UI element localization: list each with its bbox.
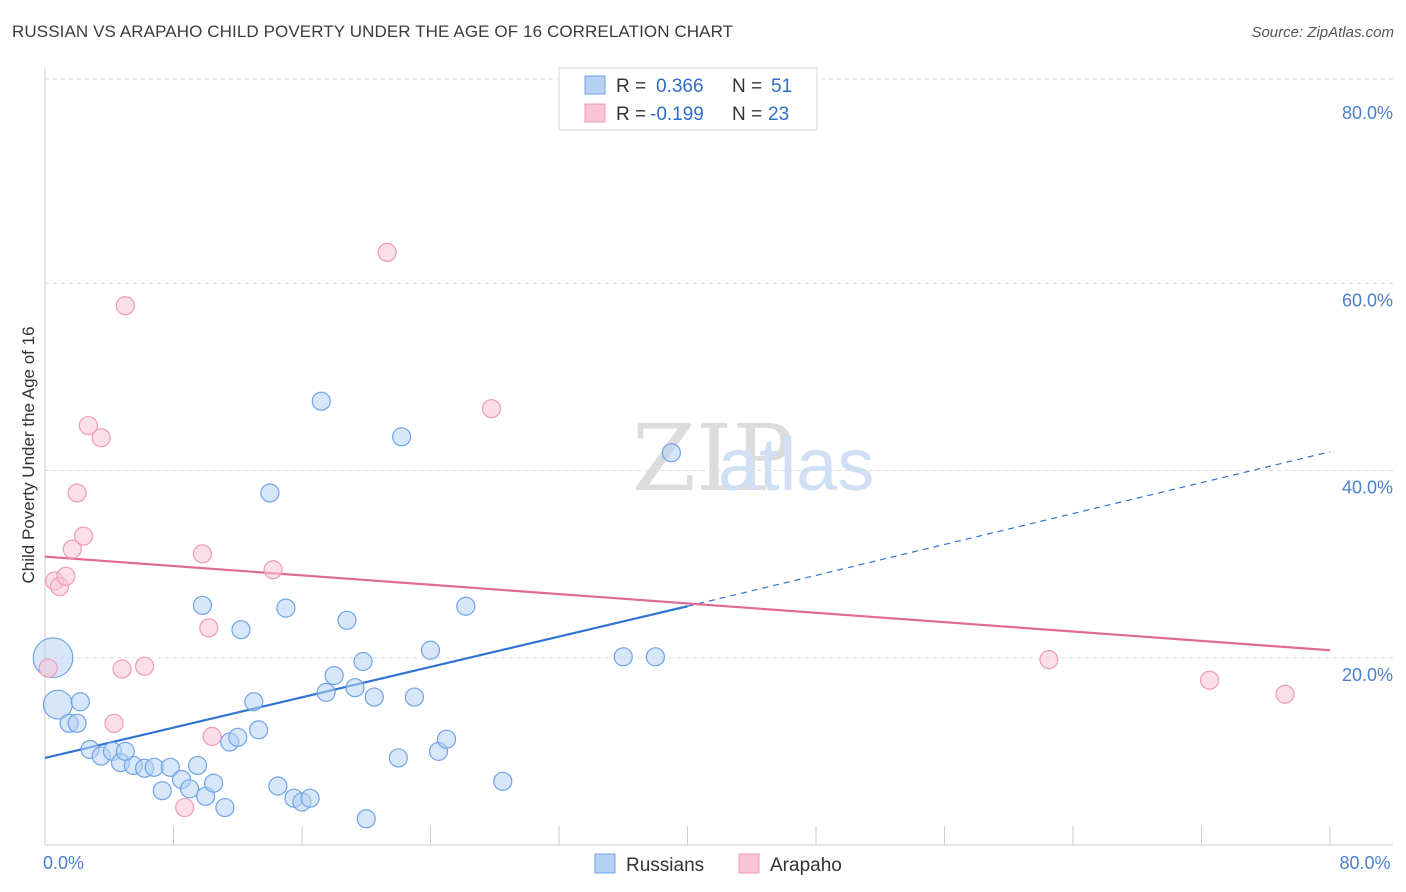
- point-russians-46: [228, 727, 248, 747]
- point-russians-3: [70, 692, 90, 712]
- trend-line-arapaho: [44, 555, 1331, 652]
- point-russians-37: [388, 748, 408, 768]
- point-russians-38: [391, 427, 412, 447]
- point-russians-11: [152, 781, 172, 801]
- point-russians-22: [249, 720, 269, 740]
- point-arapaho-18: [377, 242, 397, 262]
- point-arapaho-8: [91, 428, 111, 448]
- bottom-legend-swatch-russians: [594, 853, 616, 874]
- y-tick-label-40: 40.0%: [1342, 478, 1393, 498]
- watermark-atlas: atlas: [718, 423, 874, 506]
- bottom-legend-russians: Russians: [626, 855, 704, 876]
- chart-title: RUSSIAN VS ARAPAHO CHILD POVERTY UNDER T…: [12, 22, 734, 41]
- point-russians-25: [276, 598, 296, 618]
- x-tick-label-0: 0.0%: [43, 853, 84, 873]
- tick-labels: 20.0% 40.0% 60.0% 80.0% 0.0% 80.0%: [43, 103, 1393, 873]
- legend-swatch-russians: [584, 75, 606, 95]
- legend-r-label-1: R =: [616, 76, 646, 97]
- point-arapaho-15: [199, 618, 219, 638]
- point-arapaho-5: [67, 483, 87, 503]
- data-points: [32, 242, 1295, 829]
- legend-n-label-2: N =: [732, 104, 762, 125]
- point-russians-17: [204, 773, 224, 793]
- point-russians-31: [324, 665, 344, 686]
- legend-box: R = 0.366 N = 51 R = -0.199 N = 23: [558, 67, 818, 131]
- point-russians-40: [420, 640, 441, 660]
- point-russians-51: [661, 443, 682, 463]
- point-russians-15: [187, 755, 208, 776]
- point-russians-47: [67, 713, 87, 733]
- y-tick-label-60: 60.0%: [1342, 290, 1393, 310]
- point-russians-33: [345, 678, 365, 698]
- x-tick-label-80: 80.0%: [1339, 853, 1390, 873]
- point-arapaho-13: [175, 797, 195, 818]
- y-axis-label: Child Poverty Under the Age of 16: [19, 326, 38, 583]
- point-russians-10: [144, 757, 164, 777]
- point-arapaho-22: [1275, 684, 1295, 704]
- point-arapaho-11: [115, 296, 135, 316]
- point-arapaho-10: [112, 659, 132, 679]
- bottom-legend-swatch-arapaho: [738, 853, 760, 874]
- point-russians-28: [300, 788, 320, 808]
- point-russians-12: [160, 757, 180, 777]
- point-arapaho-0: [38, 658, 58, 678]
- point-russians-21: [244, 692, 264, 712]
- point-russians-24: [268, 776, 288, 796]
- point-russians-49: [613, 647, 633, 667]
- trend-lines: [44, 451, 1331, 759]
- y-tick-label-80: 80.0%: [1342, 103, 1393, 123]
- legend-n-value-1: 51: [771, 76, 792, 97]
- point-russians-36: [364, 687, 384, 707]
- point-russians-39: [404, 687, 425, 707]
- point-russians-45: [192, 595, 213, 615]
- chart-source: Source: ZipAtlas.com: [1251, 24, 1394, 41]
- point-russians-23: [260, 483, 280, 503]
- point-arapaho-14: [192, 544, 213, 564]
- point-arapaho-3: [56, 566, 76, 586]
- point-russians-14: [179, 779, 200, 799]
- point-russians-50: [645, 647, 665, 667]
- point-russians-32: [337, 610, 357, 630]
- legend-swatch-arapaho: [584, 103, 606, 123]
- point-russians-42: [436, 729, 457, 749]
- point-arapaho-12: [134, 656, 155, 676]
- legend-n-label-1: N =: [732, 76, 762, 97]
- point-russians-34: [353, 651, 373, 672]
- axes: [44, 68, 1393, 846]
- watermark-zip: ZIP: [632, 405, 794, 512]
- point-russians-18: [215, 797, 235, 818]
- bottom-legend: Russians Arapaho: [594, 853, 842, 876]
- point-russians-20: [231, 620, 251, 640]
- point-arapaho-7: [78, 415, 98, 436]
- point-arapaho-20: [1039, 650, 1059, 670]
- point-arapaho-9: [104, 713, 124, 733]
- point-russians-48: [115, 741, 135, 761]
- legend-r-label-2: R =: [616, 104, 646, 125]
- point-russians-44: [493, 771, 513, 791]
- trend-line-russians: [44, 605, 688, 759]
- point-arapaho-16: [202, 726, 222, 746]
- point-russians-43: [456, 596, 476, 616]
- point-arapaho-17: [263, 560, 283, 580]
- legend-r-value-1: 0.366: [656, 76, 704, 97]
- bottom-legend-arapaho: Arapaho: [770, 855, 842, 876]
- point-arapaho-21: [1199, 670, 1220, 690]
- legend-n-value-2: 23: [768, 104, 789, 125]
- point-russians-35: [356, 809, 376, 829]
- point-arapaho-19: [481, 399, 502, 419]
- legend-r-value-2: -0.199: [650, 104, 704, 125]
- point-arapaho-4: [62, 539, 82, 559]
- trend-extension-russians: [687, 451, 1331, 607]
- point-arapaho-6: [73, 526, 94, 546]
- point-russians-29: [311, 391, 331, 411]
- point-russians-30: [316, 682, 336, 702]
- y-tick-label-20: 20.0%: [1342, 665, 1393, 685]
